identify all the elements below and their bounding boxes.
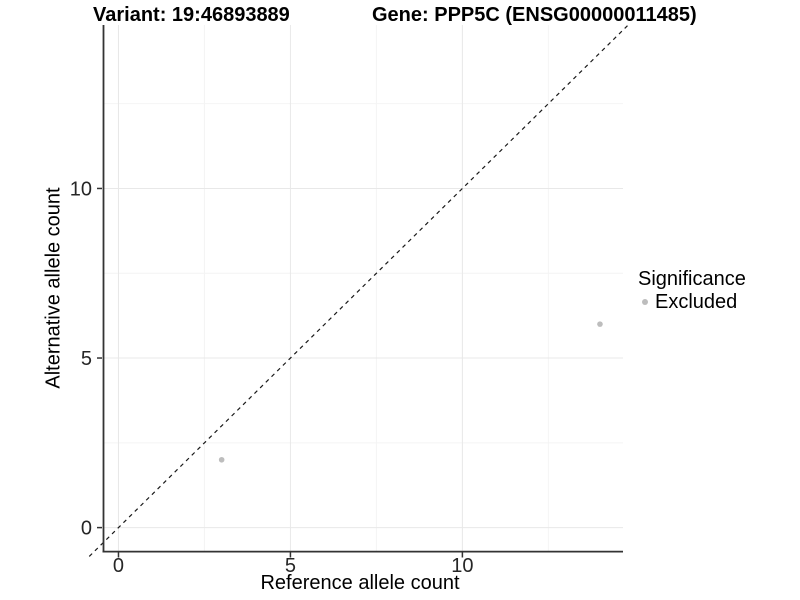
y-axis-title: Alternative allele count [42, 187, 65, 389]
plot-title-gene: Gene: PPP5C (ENSG00000011485) [372, 4, 697, 26]
data-point [597, 321, 603, 327]
legend-title: Significance [638, 268, 746, 290]
legend-item-excluded: Excluded [638, 291, 746, 313]
legend-key-dot-icon [642, 299, 648, 305]
legend-item-label: Excluded [655, 291, 738, 313]
identity-dashed-line [88, 25, 628, 557]
x-tick-label: 10 [451, 555, 473, 577]
y-tick-label: 10 [70, 178, 92, 200]
data-point [218, 456, 225, 463]
plot-title-variant: Variant: 19:46893889 [93, 4, 290, 26]
y-tick-label: 0 [81, 518, 92, 540]
x-axis-title: Reference allele count [260, 572, 460, 594]
y-tick-label: 5 [81, 348, 92, 370]
x-tick-label: 5 [285, 555, 296, 577]
x-tick-label: 0 [113, 555, 124, 577]
legend: Significance Excluded [638, 268, 746, 313]
